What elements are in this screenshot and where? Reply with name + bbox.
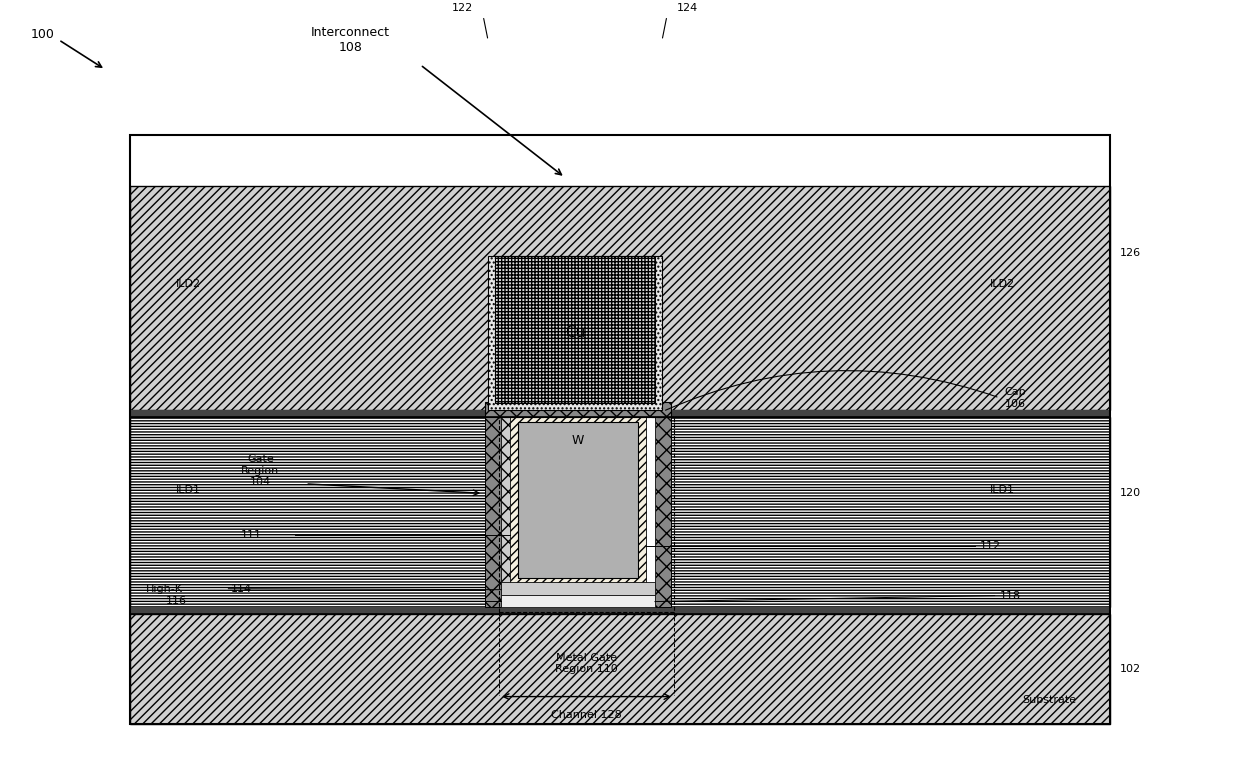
- Bar: [130, 418, 1110, 607]
- Bar: [489, 256, 662, 411]
- Text: W: W: [572, 434, 584, 447]
- Text: 124: 124: [677, 3, 698, 12]
- Text: 112: 112: [980, 541, 1001, 552]
- Text: 102: 102: [1120, 664, 1141, 674]
- Text: 122: 122: [451, 3, 474, 12]
- Bar: [130, 135, 1110, 724]
- Bar: [551, 368, 600, 403]
- Bar: [646, 418, 655, 582]
- Text: ILD1: ILD1: [990, 485, 1014, 495]
- Bar: [485, 418, 501, 607]
- Text: 120: 120: [1120, 488, 1141, 499]
- Text: 111: 111: [241, 530, 262, 540]
- Bar: [130, 411, 1110, 418]
- Bar: [130, 185, 1110, 411]
- Text: 118: 118: [999, 590, 1021, 601]
- Text: Channel 128: Channel 128: [551, 710, 622, 720]
- Text: Cap
106: Cap 106: [1004, 387, 1027, 409]
- Text: ILD2: ILD2: [990, 279, 1014, 289]
- Text: Metal Gate
Region 110: Metal Gate Region 110: [556, 653, 618, 675]
- Text: 116: 116: [165, 596, 186, 606]
- Bar: [485, 403, 671, 418]
- Text: High-K: High-K: [145, 583, 182, 594]
- Bar: [518, 422, 639, 578]
- Text: ILD1: ILD1: [175, 485, 201, 495]
- Bar: [500, 418, 675, 612]
- Text: Substrate: Substrate: [1023, 695, 1076, 705]
- Text: 114: 114: [231, 583, 252, 594]
- Text: 100: 100: [31, 28, 55, 41]
- Text: 126: 126: [1120, 248, 1141, 258]
- Text: Interconnect
108: Interconnect 108: [311, 26, 389, 54]
- Text: Cu: Cu: [565, 326, 585, 340]
- Bar: [501, 582, 655, 595]
- Bar: [501, 595, 655, 607]
- Bar: [510, 418, 646, 582]
- Bar: [501, 418, 510, 582]
- Text: Gate
Region
104: Gate Region 104: [242, 454, 279, 487]
- Bar: [130, 607, 1110, 614]
- Bar: [130, 614, 1110, 724]
- Bar: [655, 403, 671, 607]
- Text: ILD2: ILD2: [175, 279, 201, 289]
- Bar: [495, 256, 655, 404]
